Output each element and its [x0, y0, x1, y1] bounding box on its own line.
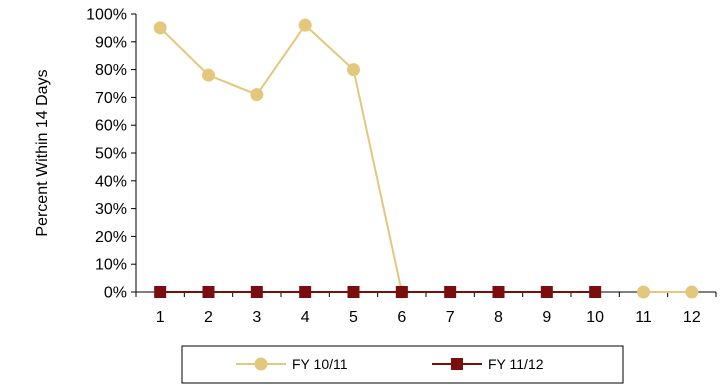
- y-tick-label: 90%: [95, 34, 127, 51]
- data-point: [202, 68, 215, 82]
- y-tick-label: 70%: [95, 90, 127, 107]
- data-point: [298, 18, 312, 32]
- legend-label: FY 10/11: [292, 356, 348, 372]
- x-tick-label: 3: [252, 309, 261, 326]
- data-point: [444, 286, 457, 298]
- y-tick-label: 60%: [95, 118, 127, 135]
- y-axis-ticks: 0% 10% 20% 30% 40% 50% 60% 70% 80% 90% 100%: [86, 7, 136, 302]
- data-point: [250, 286, 263, 298]
- x-tick-label: 6: [397, 309, 406, 326]
- legend-items: FY 10/11 FY 11/12: [236, 356, 544, 372]
- x-axis-ticks: 1 2 3 4 5 6 7 8 9 10 11 12: [135, 292, 717, 326]
- series-layer: [153, 18, 699, 299]
- data-point: [637, 285, 650, 299]
- data-point: [202, 286, 215, 298]
- y-tick-label: 50%: [95, 146, 127, 163]
- y-tick-label: 100%: [86, 7, 127, 24]
- y-axis-label: Percent Within 14 Days: [34, 69, 51, 236]
- data-point: [250, 88, 264, 102]
- data-point: [540, 286, 553, 298]
- x-tick-label: 12: [683, 309, 701, 326]
- data-point: [685, 285, 699, 299]
- data-point: [589, 286, 602, 298]
- x-tick-label: 4: [301, 309, 310, 326]
- data-point: [153, 21, 167, 35]
- legend-marker: [254, 357, 268, 371]
- legend: FY 10/11 FY 11/12: [181, 345, 624, 384]
- legend-label: FY 11/12: [488, 356, 544, 372]
- y-tick-label: 30%: [95, 201, 127, 218]
- data-point: [154, 286, 167, 298]
- y-tick-label: 80%: [95, 62, 127, 79]
- x-tick-label: 11: [635, 309, 652, 326]
- y-tick-label: 10%: [95, 257, 127, 274]
- series-2: [154, 286, 602, 298]
- x-tick-label: 2: [204, 309, 213, 326]
- series-1: [153, 18, 699, 299]
- x-tick-label: 1: [156, 309, 165, 326]
- data-point: [492, 286, 505, 298]
- x-tick-label: 8: [494, 309, 503, 326]
- data-point: [395, 286, 408, 298]
- data-point: [347, 286, 360, 298]
- y-tick-label: 20%: [95, 229, 127, 246]
- legend-marker: [451, 358, 463, 370]
- data-point: [347, 63, 360, 77]
- x-tick-label: 10: [586, 309, 604, 326]
- x-tick-label: 9: [542, 309, 551, 326]
- x-tick-label: 5: [349, 309, 358, 326]
- data-point: [299, 286, 312, 298]
- y-tick-label: 40%: [95, 173, 127, 190]
- y-tick-label: 0%: [104, 285, 127, 302]
- x-tick-label: 7: [446, 309, 455, 326]
- series-line: [159, 23, 403, 293]
